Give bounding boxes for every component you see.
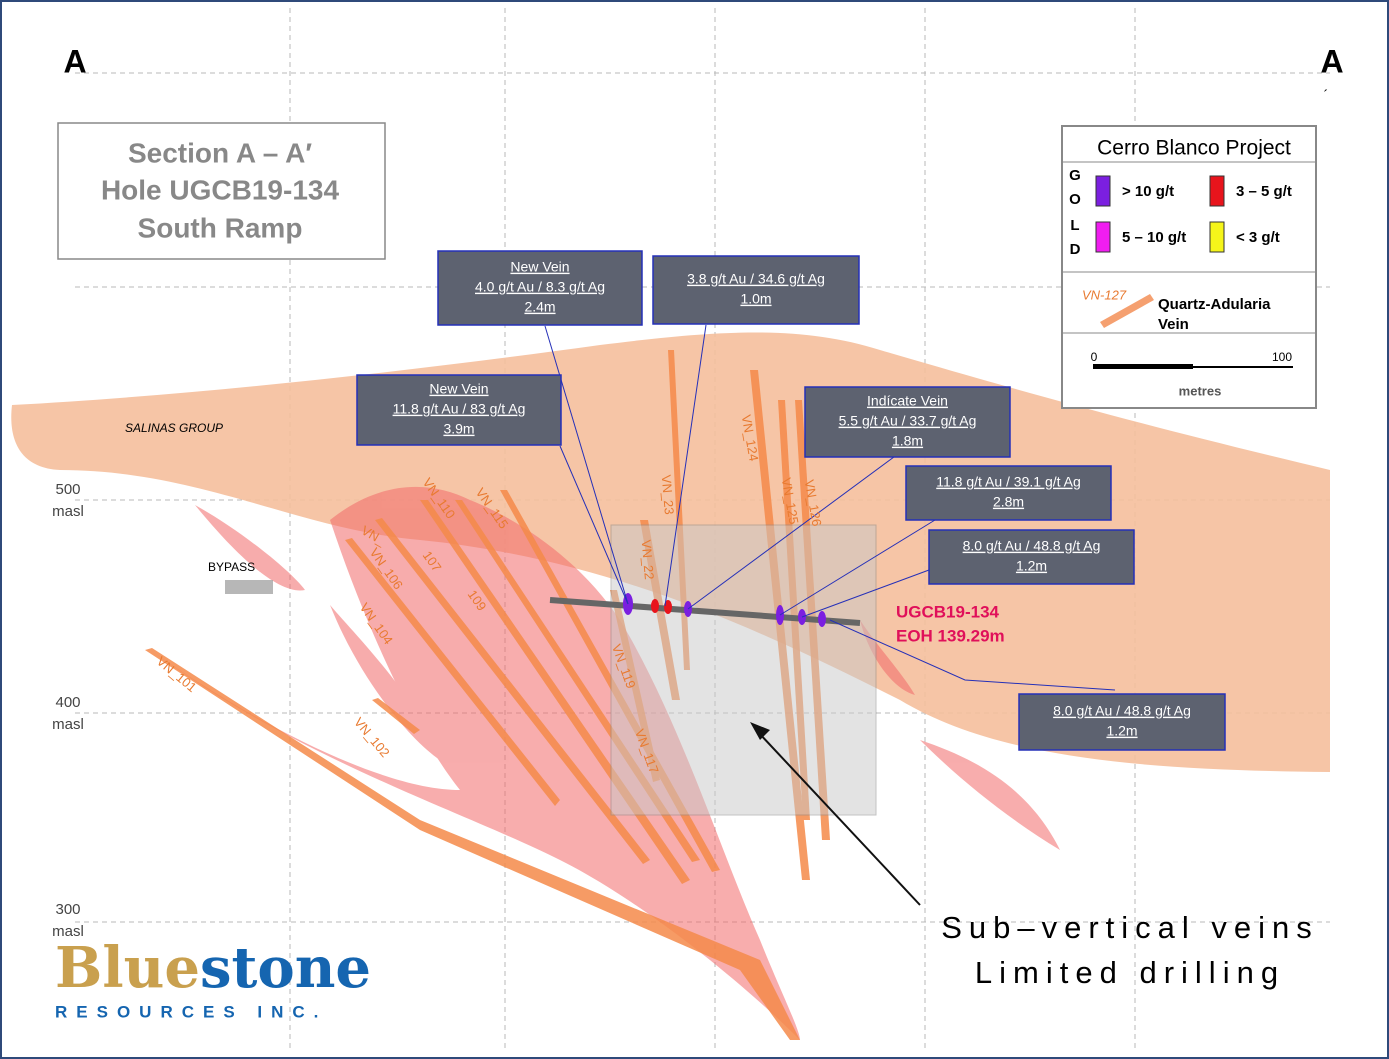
- elevation-value: 500: [55, 481, 80, 498]
- gold-letter: G: [1069, 167, 1081, 184]
- callout-text: New Vein: [429, 381, 488, 397]
- elevation-value: 400: [55, 694, 80, 711]
- callout-text: 4.0 g/t Au / 8.3 g/t Ag: [475, 279, 605, 295]
- callout-text: 3.9m: [443, 421, 474, 437]
- note-line: Sub–vertical veins: [941, 910, 1319, 945]
- scale-start: 0: [1091, 350, 1098, 364]
- scale-end: 100: [1272, 350, 1292, 364]
- bypass-label: BYPASS: [208, 560, 255, 574]
- elevation-unit: masl: [52, 503, 84, 520]
- callout-text: 1.0m: [740, 291, 771, 307]
- logo: Bluestone: [55, 935, 371, 1001]
- grade-swatch: [1210, 222, 1224, 252]
- callout-text: 3.8 g/t Au / 34.6 g/t Ag: [687, 271, 825, 287]
- callout-text: Indícate Vein: [867, 393, 948, 409]
- callout-text: 11.8 g/t Au / 83 g/t Ag: [393, 401, 526, 417]
- callout-text: 2.4m: [524, 299, 555, 315]
- callout-text: 11.8 g/t Au / 39.1 g/t Ag: [936, 474, 1081, 490]
- grade-label: < 3 g/t: [1236, 229, 1280, 246]
- logo-sub: RESOURCES INC.: [55, 1002, 327, 1021]
- section-label: A: [1320, 43, 1343, 79]
- gold-letter: D: [1070, 241, 1081, 258]
- scale-unit: metres: [1179, 383, 1222, 398]
- callout-text: 8.0 g/t Au / 48.8 g/t Ag: [963, 538, 1101, 554]
- grade-swatch: [1096, 176, 1110, 206]
- title-line: Hole UGCB19-134: [101, 174, 340, 205]
- callout-text: New Vein: [510, 259, 569, 275]
- callout-text: 5.5 g/t Au / 33.7 g/t Ag: [839, 413, 977, 429]
- grade-swatch: [1210, 176, 1224, 206]
- callout-text: 8.0 g/t Au / 48.8 g/t Ag: [1053, 703, 1191, 719]
- section-diagram: New Vein 4.0 g/t Au / 8.3 g/t Ag 2.4m 3.8 g…: [0, 0, 1389, 1059]
- grade-label: 5 – 10 g/t: [1122, 229, 1186, 246]
- formation-label: SALINAS GROUP: [125, 421, 223, 435]
- hole-eoh: EOH 139.29m: [896, 626, 1005, 645]
- grade-label: 3 – 5 g/t: [1236, 183, 1292, 200]
- title-line: South Ramp: [138, 212, 303, 243]
- legend-vein-sample: VN-127: [1082, 287, 1127, 302]
- section-prime: ´: [1324, 87, 1329, 103]
- hole-name: UGCB19-134: [896, 602, 1000, 621]
- callout-text: 1.2m: [1106, 723, 1137, 739]
- grade-label: > 10 g/t: [1122, 183, 1174, 200]
- callout-text: 1.8m: [892, 433, 923, 449]
- gold-letter: O: [1069, 191, 1081, 208]
- grade-swatch: [1096, 222, 1110, 252]
- elevation-value: 300: [55, 901, 80, 918]
- title-line: Section A – A′: [128, 137, 312, 168]
- gold-letter: L: [1070, 217, 1079, 234]
- callout-text: 2.8m: [993, 494, 1024, 510]
- legend: Cerro Blanco Project G O L D > 10 g/t 3 –…: [1062, 126, 1316, 408]
- note-line: Limited drilling: [975, 955, 1285, 990]
- section-label: A: [63, 43, 86, 79]
- elevation-unit: masl: [52, 716, 84, 733]
- callout-text: 1.2m: [1016, 558, 1047, 574]
- legend-title: Cerro Blanco Project: [1097, 137, 1291, 160]
